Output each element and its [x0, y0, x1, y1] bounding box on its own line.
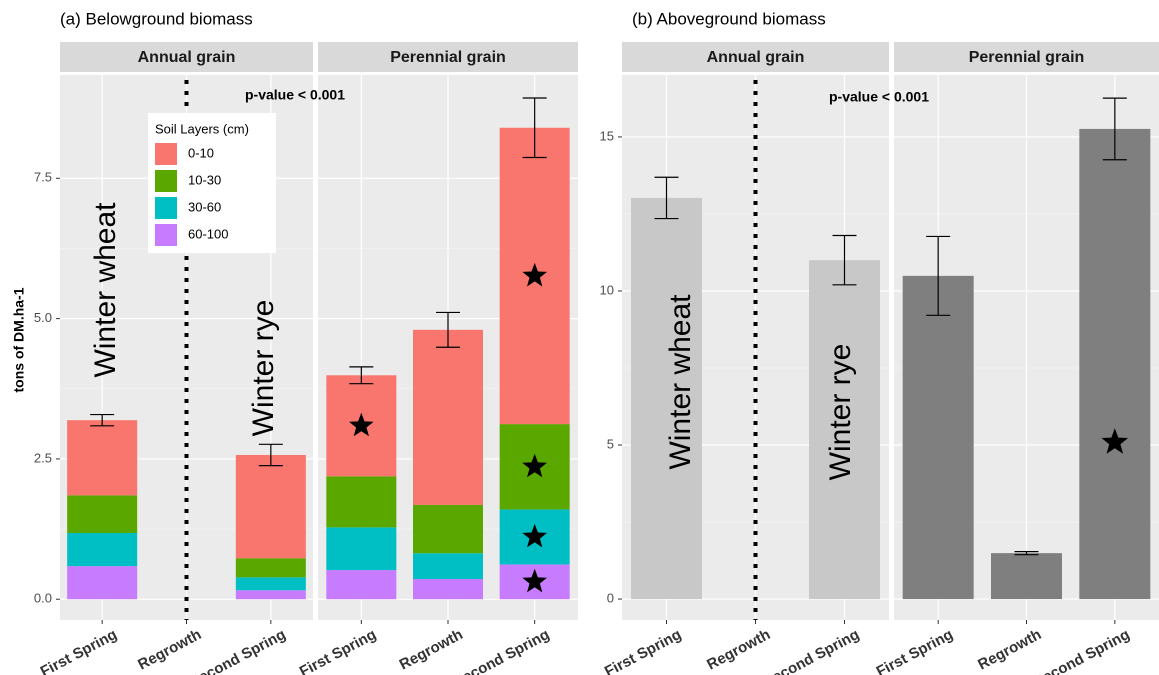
bar-segment: [413, 329, 483, 505]
x-tick-label: Regrowth: [975, 626, 1044, 673]
x-tick-label: Regrowth: [135, 626, 204, 673]
bar-segment: [67, 533, 138, 567]
annotation: Winter wheat: [89, 202, 122, 378]
annotation: p-value < 0.001: [245, 87, 345, 103]
error-bar: [436, 311, 460, 348]
significance-star: [522, 453, 547, 478]
x-tick-label: Regrowth: [397, 626, 466, 673]
facet-label: Perennial grain: [390, 49, 506, 66]
bar-segment: [67, 566, 138, 600]
legend-key: [155, 197, 177, 219]
legend-key: [155, 170, 177, 192]
bar-segment: [235, 558, 306, 578]
legend-key: [155, 224, 177, 246]
error-bar: [926, 235, 951, 316]
y-tick-label: 2.5: [34, 450, 52, 465]
error-bar: [1014, 551, 1039, 556]
chart-title: (a) Belowground biomass: [60, 9, 253, 28]
x-tick-label: First Spring: [297, 626, 379, 675]
legend-key: [155, 143, 177, 165]
legend-label: 10-30: [188, 172, 221, 187]
error-bar: [349, 366, 374, 385]
legend-label: 30-60: [188, 199, 221, 214]
error-bar: [90, 413, 115, 427]
annotation: p-value < 0.001: [829, 89, 929, 105]
error-bar: [1102, 97, 1127, 161]
y-axis-label: tons of DM.ha-1: [11, 287, 27, 392]
error-bar: [522, 97, 547, 159]
bar: [631, 197, 702, 600]
significance-star: [349, 412, 374, 437]
significance-star: [522, 262, 547, 287]
bar-segment: [326, 476, 397, 528]
y-tick-label: 10: [600, 282, 614, 297]
chart-title: (b) Aboveground biomass: [632, 9, 826, 28]
bar-segment: [326, 570, 397, 600]
y-tick-label: 0: [607, 590, 614, 605]
x-tick-label: Second Spring: [1031, 626, 1132, 675]
significance-star: [522, 523, 547, 548]
bar-segment: [67, 495, 138, 534]
y-tick-label: 5: [607, 436, 614, 451]
bar-segment: [67, 420, 138, 496]
y-tick-label: 0.0: [34, 591, 52, 606]
legend-label: 0-10: [188, 145, 214, 160]
annotation: Winter rye: [824, 344, 857, 481]
bar: [991, 553, 1062, 600]
bar-segment: [413, 504, 483, 554]
x-tick-label: Second Spring: [761, 626, 862, 675]
bar: [809, 260, 880, 600]
facet-strip: [894, 42, 1159, 72]
bar: [902, 275, 974, 600]
facet-strip: [318, 42, 578, 72]
facet-strip: [622, 42, 889, 72]
x-tick-label: Second Spring: [187, 626, 288, 675]
error-bar: [654, 176, 679, 220]
bar-segment: [235, 454, 306, 559]
x-tick-label: First Spring: [38, 626, 120, 675]
y-tick-label: 7.5: [34, 170, 52, 185]
legend-label: 60-100: [188, 226, 228, 241]
bar: [1079, 128, 1151, 600]
facet-label: Annual grain: [707, 49, 805, 66]
y-tick-label: 5.0: [34, 310, 52, 325]
significance-star: [1101, 428, 1129, 454]
significance-star: [522, 568, 547, 593]
x-tick-label: Second Spring: [451, 626, 552, 675]
facet-label: Annual grain: [138, 49, 236, 66]
x-tick-label: First Spring: [602, 626, 684, 675]
annotation: Winter rye: [247, 300, 280, 437]
x-tick-label: Regrowth: [704, 626, 773, 673]
error-bar: [258, 443, 283, 467]
error-bar: [832, 234, 857, 286]
y-tick-label: 15: [600, 128, 614, 143]
bar-segment: [235, 590, 306, 600]
bar-segment: [326, 527, 397, 571]
x-tick-label: First Spring: [874, 626, 956, 675]
bar-segment: [413, 553, 483, 580]
bar-segment: [235, 577, 306, 591]
legend-title: Soil Layers (cm): [155, 121, 249, 136]
bar-segment: [413, 579, 483, 600]
annotation: Winter wheat: [664, 294, 697, 470]
facet-strip: [60, 42, 313, 72]
facet-label: Perennial grain: [969, 49, 1085, 66]
